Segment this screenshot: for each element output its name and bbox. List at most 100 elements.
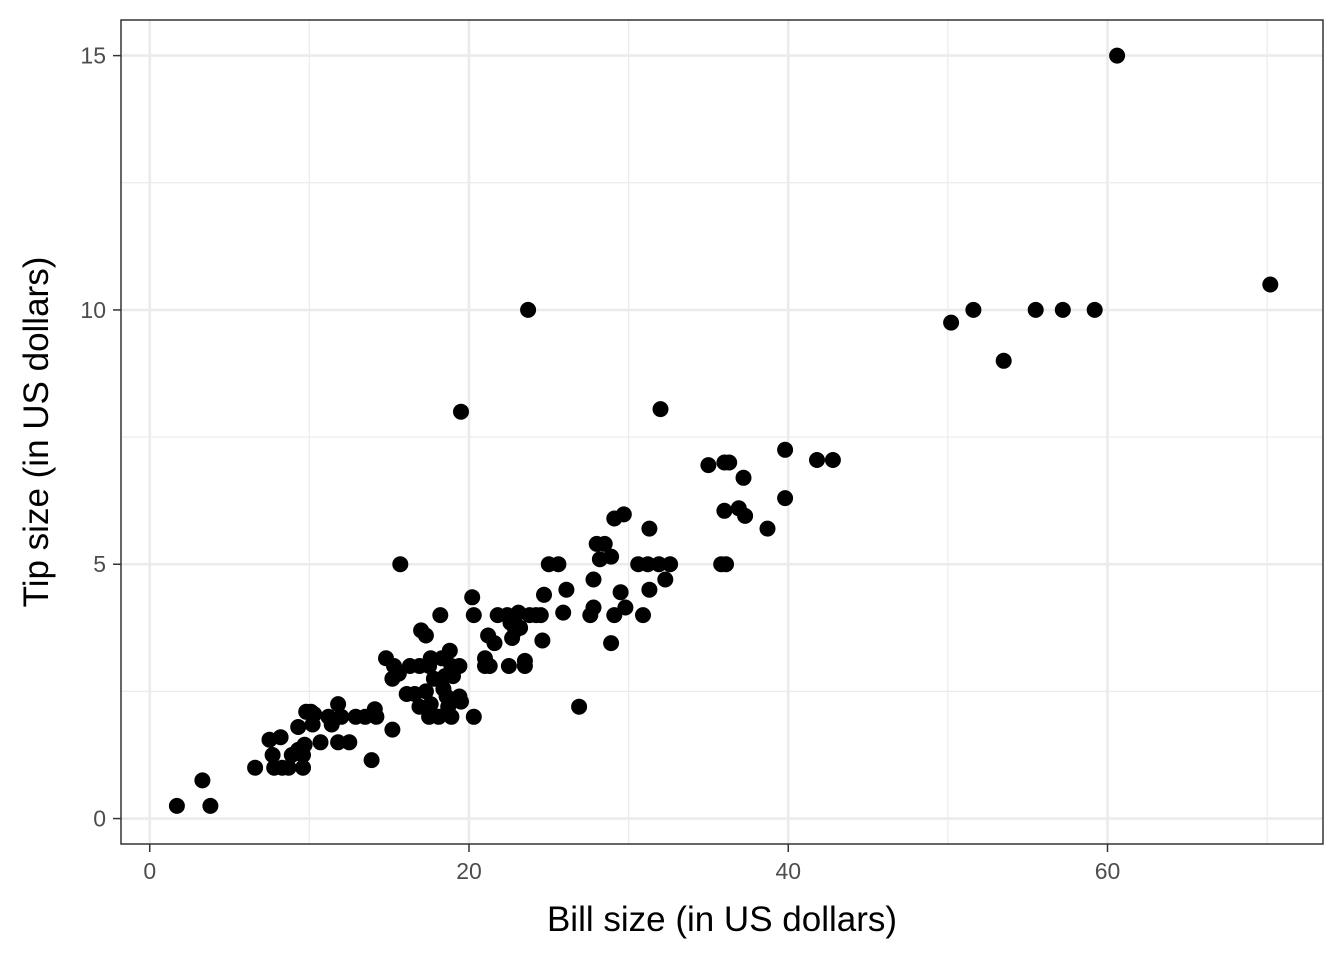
data-points: [168, 47, 1279, 814]
data-point: [558, 581, 575, 598]
data-point: [555, 604, 572, 621]
data-point: [639, 556, 656, 573]
data-point: [384, 721, 401, 738]
data-point: [202, 797, 219, 814]
data-point: [662, 556, 679, 573]
data-point: [641, 581, 658, 598]
data-point: [368, 708, 385, 725]
x-axis-ticks: 0 20 40 60: [143, 844, 1120, 884]
data-point: [591, 551, 608, 568]
data-point: [290, 719, 307, 735]
y-tick-label: 5: [93, 551, 106, 577]
data-point: [777, 441, 794, 458]
data-point: [432, 607, 449, 624]
data-point: [606, 607, 623, 624]
data-point: [721, 454, 738, 471]
data-point: [1054, 301, 1071, 318]
data-point: [824, 452, 841, 468]
data-point: [943, 314, 960, 331]
y-axis-title: Tip size (in US dollars): [17, 257, 56, 608]
data-point: [652, 401, 669, 418]
data-point: [1027, 301, 1044, 318]
data-point: [453, 403, 469, 420]
data-point: [280, 759, 297, 776]
data-point: [520, 301, 537, 318]
data-point: [635, 607, 651, 624]
data-point: [603, 635, 620, 652]
data-point: [464, 589, 481, 606]
data-point: [304, 716, 321, 733]
data-point: [247, 759, 264, 776]
data-point: [330, 696, 347, 713]
data-point: [716, 502, 733, 519]
data-point: [465, 607, 482, 624]
data-point: [759, 520, 776, 537]
data-point: [312, 734, 329, 751]
data-point: [363, 752, 380, 769]
data-point: [615, 506, 632, 523]
data-point: [323, 716, 340, 733]
data-point: [481, 658, 498, 674]
data-point: [1109, 47, 1126, 64]
y-axis-ticks: 0 5 10 15: [80, 43, 121, 832]
data-point: [532, 607, 549, 624]
data-point: [536, 586, 552, 603]
data-point: [735, 469, 752, 486]
data-point: [417, 627, 434, 644]
data-point: [417, 683, 434, 700]
y-tick-label: 15: [80, 43, 106, 69]
data-point: [1262, 276, 1279, 293]
data-point: [582, 607, 599, 624]
data-point: [995, 352, 1012, 369]
data-point: [596, 535, 613, 552]
data-point: [516, 658, 533, 674]
data-point: [445, 668, 461, 685]
data-point: [500, 658, 517, 674]
panel-border: [120, 19, 1324, 845]
data-point: [777, 490, 794, 507]
data-point: [330, 734, 347, 751]
data-point: [168, 797, 185, 814]
data-point: [298, 703, 315, 720]
data-point: [261, 731, 278, 748]
data-point: [453, 693, 469, 710]
data-point: [612, 584, 629, 601]
data-point: [194, 772, 211, 789]
data-point: [357, 708, 374, 725]
data-point: [965, 301, 982, 318]
minor-gridlines: [121, 20, 1323, 844]
data-point: [295, 747, 311, 763]
data-point: [809, 452, 825, 468]
data-point: [443, 708, 460, 725]
data-point: [641, 520, 658, 537]
data-point: [571, 698, 588, 715]
data-point: [657, 571, 674, 588]
data-point: [700, 457, 717, 474]
x-axis-title: Bill size (in US dollars): [547, 900, 897, 939]
data-point: [737, 507, 754, 524]
data-point: [650, 556, 667, 573]
data-point: [421, 658, 438, 674]
data-point: [283, 747, 300, 763]
data-point: [341, 734, 358, 751]
x-tick-label: 60: [1095, 858, 1121, 884]
x-tick-label: 40: [775, 858, 801, 884]
data-point: [718, 556, 734, 573]
data-point: [550, 556, 567, 573]
data-point: [422, 696, 439, 713]
data-point: [504, 630, 521, 646]
data-point: [392, 556, 409, 573]
data-point: [384, 670, 401, 687]
data-point: [585, 571, 602, 588]
data-point: [264, 747, 281, 763]
data-point: [1086, 301, 1103, 318]
data-point: [430, 708, 447, 725]
data-point: [486, 635, 503, 652]
x-tick-label: 0: [143, 858, 156, 884]
x-tick-label: 20: [456, 858, 482, 884]
data-point: [295, 759, 311, 776]
data-point: [465, 708, 482, 725]
